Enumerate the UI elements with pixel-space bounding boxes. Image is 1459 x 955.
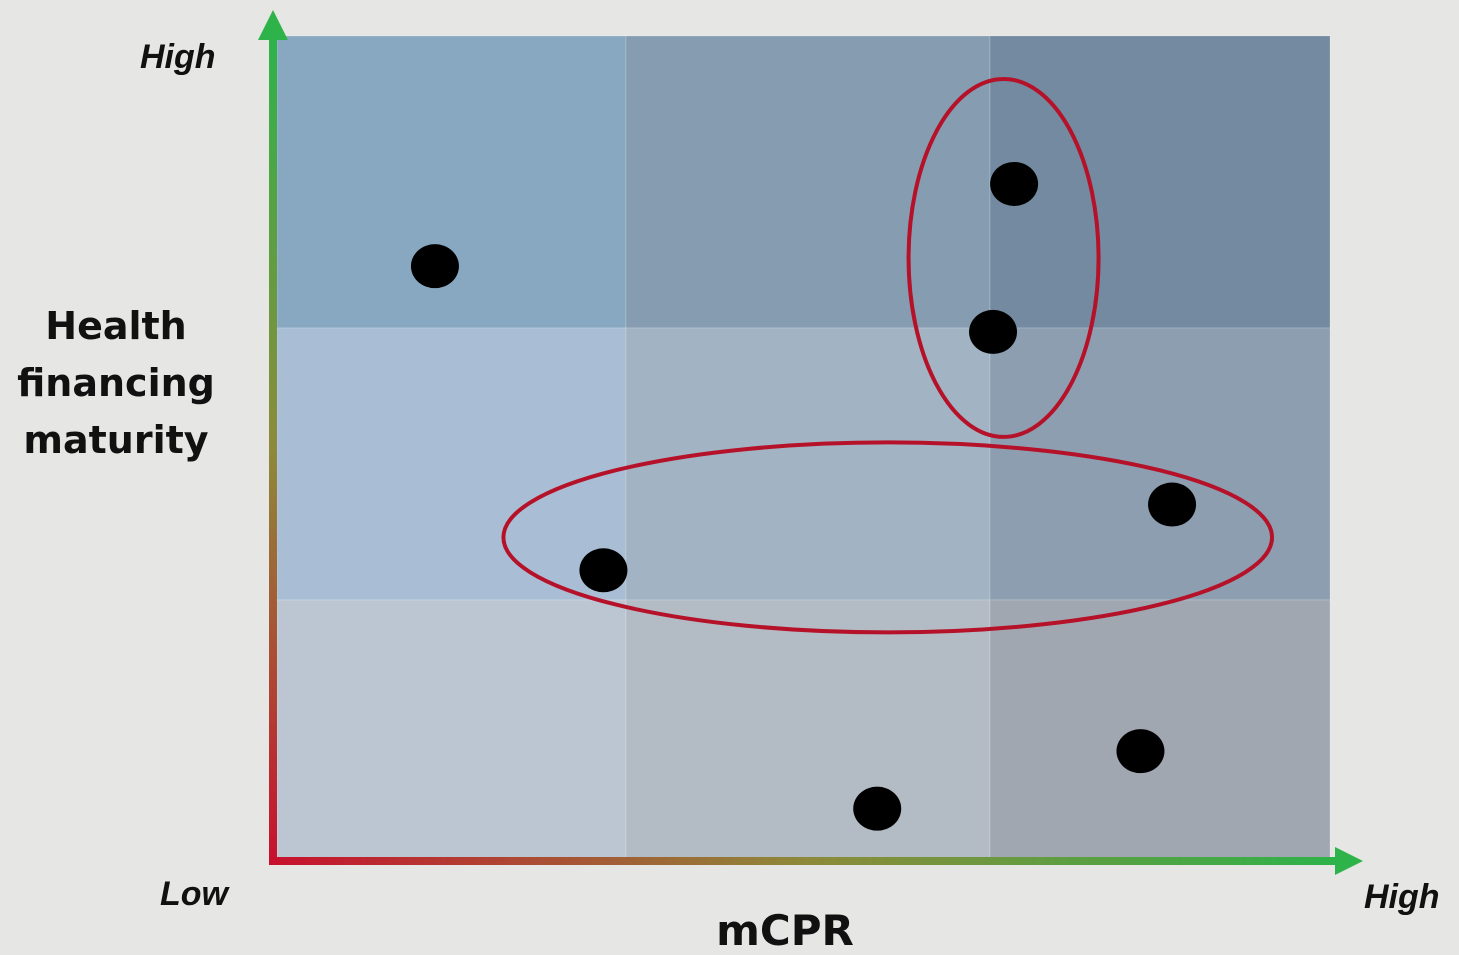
x-axis-high-label: High	[1364, 878, 1440, 916]
grid-cell-r1-c1	[276, 35, 627, 329]
grid-cell-r2-c2	[625, 327, 991, 601]
data-point-1	[579, 548, 628, 593]
grouping-ellipse-vertical	[906, 76, 1101, 439]
x-axis-low-label: Low	[160, 875, 228, 913]
grid-cell-r1-c3	[989, 35, 1331, 329]
data-point-6	[969, 309, 1018, 354]
data-point-3	[990, 161, 1039, 206]
grouping-ellipses	[501, 76, 1275, 635]
grid-cell-r1-c2	[625, 35, 991, 329]
y-axis-arrowhead	[258, 10, 288, 40]
data-points	[410, 161, 1197, 831]
grid-cell-r2-c1	[276, 327, 627, 601]
x-axis-title: mCPR	[716, 906, 854, 955]
y-axis-title-line-3: maturity	[23, 418, 209, 462]
data-point-5	[1148, 482, 1197, 527]
grid-cell-r2-c3	[989, 327, 1331, 601]
data-point-2	[853, 786, 902, 831]
grid-cells	[276, 35, 1331, 859]
x-axis-arrowhead	[1335, 847, 1363, 875]
data-point-7	[410, 244, 459, 289]
y-axis-line	[269, 34, 277, 864]
y-axis-title-line-2: financing	[17, 361, 215, 405]
data-point-4	[1116, 729, 1165, 774]
grid-cell-r3-c3	[989, 599, 1331, 859]
y-axis-high-label: High	[140, 38, 216, 76]
grouping-ellipse-horizontal	[501, 440, 1275, 635]
y-axis-title: Health financing maturity	[0, 298, 232, 469]
grid-cell-r3-c1	[276, 599, 627, 859]
x-axis-line	[269, 857, 1344, 865]
grid-cell-r3-c2	[625, 599, 991, 859]
y-axis-title-line-1: Health	[45, 304, 187, 348]
